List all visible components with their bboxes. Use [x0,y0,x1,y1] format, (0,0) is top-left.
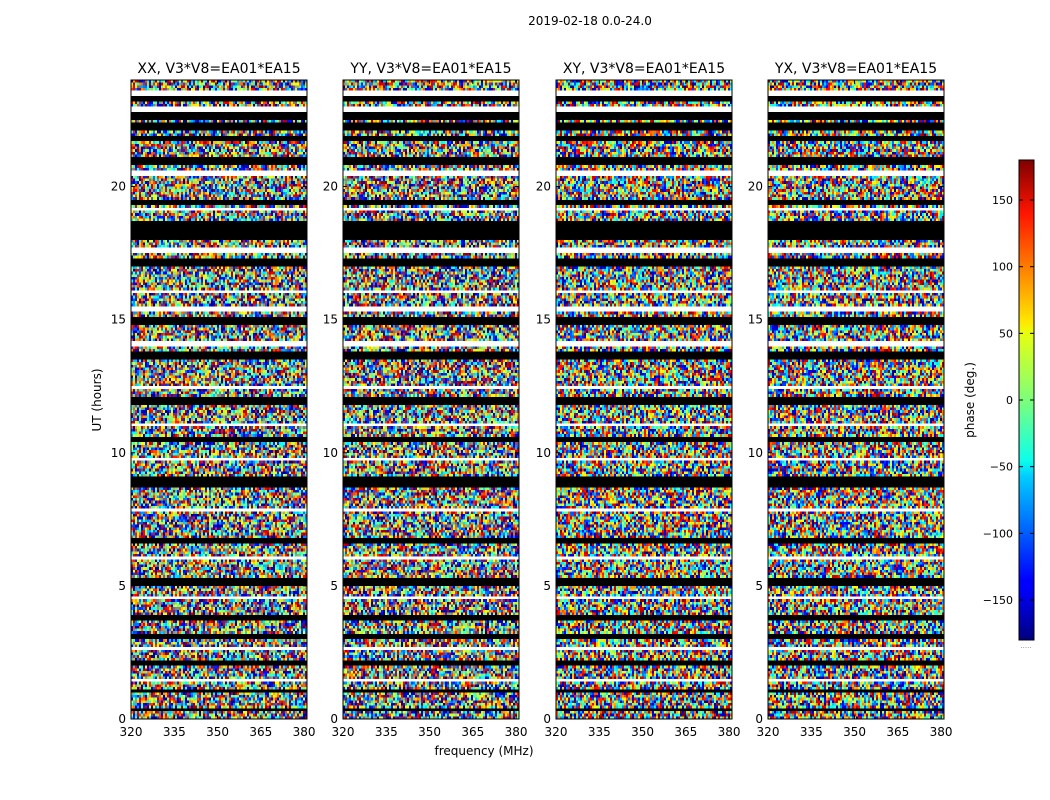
figure-suptitle: 2019-02-18 0.0-24.0 [528,14,652,28]
colorbar-tick-label: −50 [990,461,1013,474]
colorbar-tick-label: 50 [999,327,1013,340]
panel-yy: YY, V3*V8=EA01*EA15 320 335 350 365 380 0 5 10 15… [323,61,528,739]
colorbar-tick-label: 100 [992,261,1013,274]
y-tick-label: 0 [543,712,551,726]
panel-frame [342,79,520,720]
panel-title: YY, V3*V8=EA01*EA15 [349,61,511,77]
y-tick-label: 10 [536,446,551,460]
y-tick-label: 5 [755,579,763,593]
x-tick-label: 335 [375,725,398,739]
panel-xx: XX, V3*V8=EA01*EA15 320 335 350 365 380 0 5 10 15… [111,61,316,739]
x-tick-label: 350 [206,725,229,739]
y-tick-label: 20 [748,180,763,194]
x-tick-label: 320 [120,725,143,739]
y-tick-label: 10 [748,446,763,460]
y-tick-label: 20 [323,180,338,194]
heatmap-yy [343,80,519,719]
panel-yx: YX, V3*V8=EA01*EA15 320 335 350 365 380 0 5 10 15… [748,61,953,739]
x-axis-label: frequency (MHz) [434,744,533,758]
x-tick-label: 365 [674,725,697,739]
panel-frame [767,79,945,720]
y-tick-label: 15 [748,313,763,327]
panel-xy: XY, V3*V8=EA01*EA15 320 335 350 365 380 0 5 10 15… [536,61,741,739]
heatmap-xx [131,80,307,719]
panel-frame [555,79,733,720]
y-tick-label: 0 [118,712,126,726]
y-tick-label: 15 [536,313,551,327]
x-tick-label: 380 [505,725,528,739]
x-tick-label: 350 [843,725,866,739]
panel-frame [130,79,308,720]
panel-title: XX, V3*V8=EA01*EA15 [137,61,300,77]
y-tick-label: 5 [543,579,551,593]
panel-title: YX, V3*V8=EA01*EA15 [774,61,937,77]
x-tick-label: 365 [249,725,272,739]
x-tick-label: 380 [293,725,316,739]
x-tick-label: 320 [757,725,780,739]
x-tick-label: 350 [418,725,441,739]
colorbar-tick-label: 150 [992,194,1013,207]
y-tick-label: 10 [323,446,338,460]
heatmap-xy [556,80,732,719]
y-tick-label: 15 [323,313,338,327]
panel-title: XY, V3*V8=EA01*EA15 [563,61,725,77]
x-tick-label: 380 [718,725,741,739]
panels-layer: XX, V3*V8=EA01*EA15 320 335 350 365 380 0 5 10 15… [111,61,953,739]
heatmap-yx [768,80,944,719]
y-tick-label: 15 [111,313,126,327]
x-tick-label: 350 [631,725,654,739]
x-tick-label: 320 [545,725,568,739]
colorbar-tick-label: 0 [1006,394,1013,407]
colorbar-tick-label: −150 [983,594,1013,607]
y-tick-label: 5 [330,579,338,593]
y-tick-label: 5 [118,579,126,593]
x-tick-label: 365 [461,725,484,739]
x-tick-label: 320 [332,725,355,739]
colorbar-label: phase (deg.) [963,362,977,438]
y-tick-label: 10 [111,446,126,460]
y-tick-label: 0 [330,712,338,726]
y-tick-label: 20 [536,180,551,194]
colorbar-footnote: ..... [1020,642,1031,650]
x-tick-label: 365 [886,725,909,739]
y-tick-label: 20 [111,180,126,194]
x-tick-label: 380 [930,725,953,739]
x-tick-label: 335 [163,725,186,739]
y-tick-label: 0 [755,712,763,726]
colorbar-tick-label: −100 [983,527,1013,540]
y-axis-label: UT (hours) [90,368,104,431]
x-tick-label: 335 [588,725,611,739]
colorbar: 150 100 50 0 −50 −100 −150 [983,159,1035,641]
x-tick-label: 335 [800,725,823,739]
